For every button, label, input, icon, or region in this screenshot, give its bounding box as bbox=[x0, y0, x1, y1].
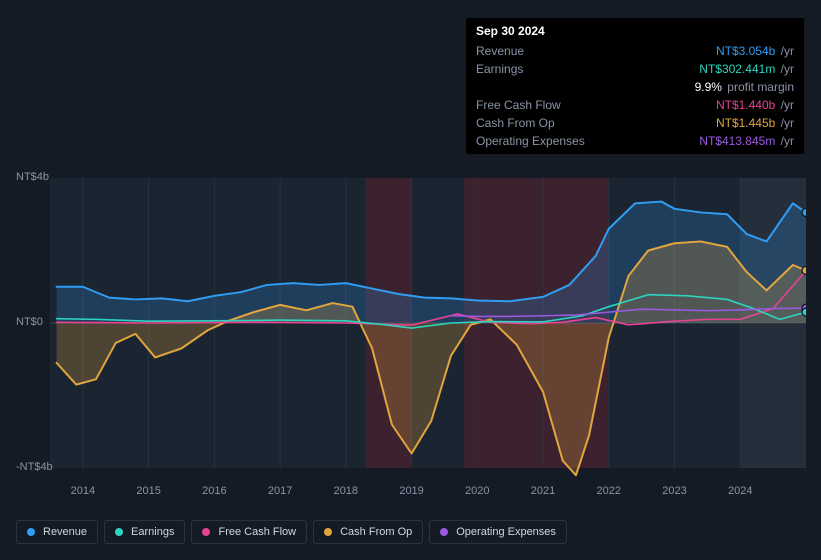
legend-dot-icon bbox=[27, 528, 35, 536]
tooltip-row: Free Cash FlowNT$1.440b /yr bbox=[476, 96, 794, 114]
x-axis-label: 2019 bbox=[399, 485, 423, 497]
x-axis-label: 2020 bbox=[465, 485, 489, 497]
legend-label: Operating Expenses bbox=[456, 526, 556, 538]
legend-label: Free Cash Flow bbox=[218, 526, 296, 538]
x-axis-label: 2017 bbox=[268, 485, 292, 497]
tooltip-title: Sep 30 2024 bbox=[476, 24, 794, 38]
legend-label: Cash From Op bbox=[340, 526, 412, 538]
x-axis-label: 2015 bbox=[136, 485, 160, 497]
legend-item[interactable]: Earnings bbox=[104, 520, 185, 544]
chart-canvas bbox=[16, 160, 806, 480]
legend-dot-icon bbox=[202, 528, 210, 536]
tooltip-row: RevenueNT$3.054b /yr bbox=[476, 42, 794, 60]
legend-item[interactable]: Free Cash Flow bbox=[191, 520, 307, 544]
legend-item[interactable]: Operating Expenses bbox=[429, 520, 567, 544]
legend-dot-icon bbox=[324, 528, 332, 536]
y-axis-label: NT$0 bbox=[16, 316, 43, 328]
legend-item[interactable]: Cash From Op bbox=[313, 520, 423, 544]
financial-metrics-chart: NT$4bNT$0-NT$4b 201420152016201720182019… bbox=[16, 160, 806, 480]
legend-item[interactable]: Revenue bbox=[16, 520, 98, 544]
x-axis-label: 2022 bbox=[597, 485, 621, 497]
y-axis-label: -NT$4b bbox=[16, 461, 53, 473]
x-axis-label: 2021 bbox=[531, 485, 555, 497]
x-axis-label: 2018 bbox=[334, 485, 358, 497]
legend-label: Revenue bbox=[43, 526, 87, 538]
tooltip-row: EarningsNT$302.441m /yr bbox=[476, 60, 794, 78]
x-axis-label: 2016 bbox=[202, 485, 226, 497]
legend-label: Earnings bbox=[131, 526, 174, 538]
x-axis-label: 2014 bbox=[71, 485, 95, 497]
chart-tooltip: Sep 30 2024 RevenueNT$3.054b /yrEarnings… bbox=[466, 18, 804, 154]
legend-dot-icon bbox=[440, 528, 448, 536]
x-axis-label: 2023 bbox=[662, 485, 686, 497]
x-axis-label: 2024 bbox=[728, 485, 752, 497]
legend-dot-icon bbox=[115, 528, 123, 536]
tooltip-row: Cash From OpNT$1.445b /yr bbox=[476, 114, 794, 132]
tooltip-row: 9.9% profit margin bbox=[476, 78, 794, 96]
y-axis-label: NT$4b bbox=[16, 171, 49, 183]
tooltip-row: Operating ExpensesNT$413.845m /yr bbox=[476, 132, 794, 150]
chart-legend: Revenue Earnings Free Cash Flow Cash From O… bbox=[16, 520, 567, 544]
